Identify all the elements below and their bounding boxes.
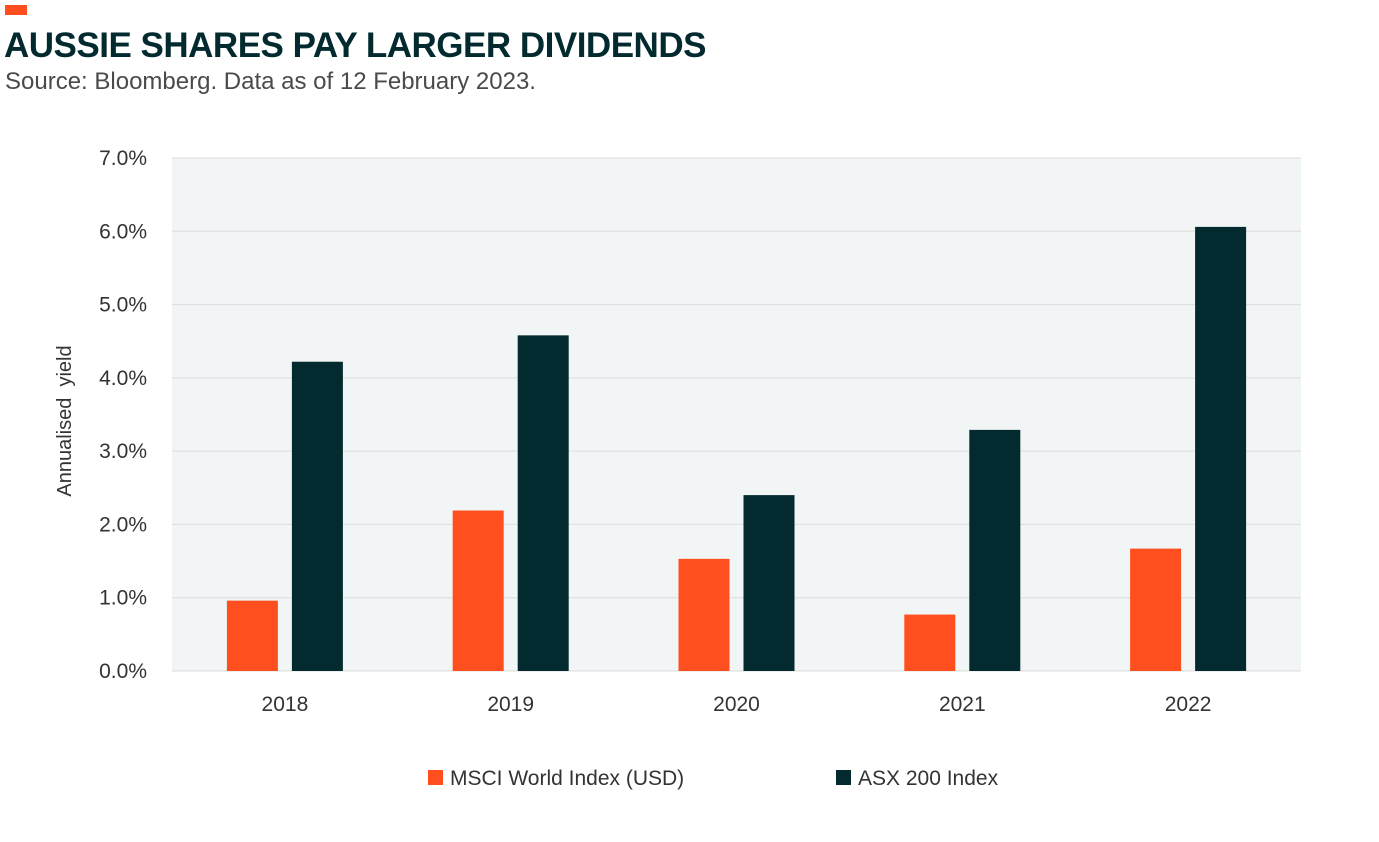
bar-asx-200-2018 (291, 361, 343, 671)
bars (226, 226, 1247, 672)
chart-title: AUSSIE SHARES PAY LARGER DIVIDENDS (4, 26, 706, 65)
y-tick-label: 2.0% (99, 513, 147, 536)
gridlines (172, 157, 1301, 672)
legend-swatch-msci-world (428, 770, 443, 785)
bar-msci-world-2022 (1130, 548, 1182, 671)
legend-label-msci-world: MSCI World Index (USD) (450, 767, 684, 790)
legend-label-asx-200: ASX 200 Index (858, 767, 999, 790)
y-tick-label: 0.0% (99, 660, 147, 683)
chart-subtitle: Source: Bloomberg. Data as of 12 Februar… (5, 68, 536, 95)
x-tick-label: 2018 (262, 693, 309, 716)
x-tick-label: 2020 (713, 693, 760, 716)
bar-msci-world-2018 (226, 600, 278, 671)
bar-msci-world-2021 (904, 614, 956, 671)
y-tick-label: 6.0% (99, 220, 147, 243)
bar-asx-200-2020 (743, 495, 795, 671)
legend: MSCI World Index (USD) ASX 200 Index (428, 767, 999, 790)
y-tick-label: 7.0% (99, 147, 147, 170)
y-tick-label: 4.0% (99, 367, 147, 390)
bar-asx-200-2022 (1195, 226, 1247, 672)
accent-bar (5, 5, 27, 15)
y-tick-label: 5.0% (99, 294, 147, 317)
y-tick-labels: 0.0% 1.0% 2.0% 3.0% 4.0% 5.0% 6.0% 7.0% (99, 147, 147, 683)
bar-msci-world-2019 (452, 510, 504, 671)
x-tick-labels: 2018 2019 2020 2021 2022 (262, 693, 1212, 716)
x-tick-label: 2021 (939, 693, 986, 716)
x-tick-label: 2019 (487, 693, 534, 716)
legend-swatch-asx-200 (836, 770, 851, 785)
bar-asx-200-2021 (969, 429, 1021, 671)
bar-msci-world-2020 (678, 558, 730, 671)
x-tick-label: 2022 (1165, 693, 1212, 716)
bar-asx-200-2019 (517, 335, 569, 671)
y-axis-label: Annualised yield (54, 345, 76, 496)
y-tick-label: 3.0% (99, 440, 147, 463)
plot-background (172, 158, 1301, 671)
y-tick-label: 1.0% (99, 587, 147, 610)
